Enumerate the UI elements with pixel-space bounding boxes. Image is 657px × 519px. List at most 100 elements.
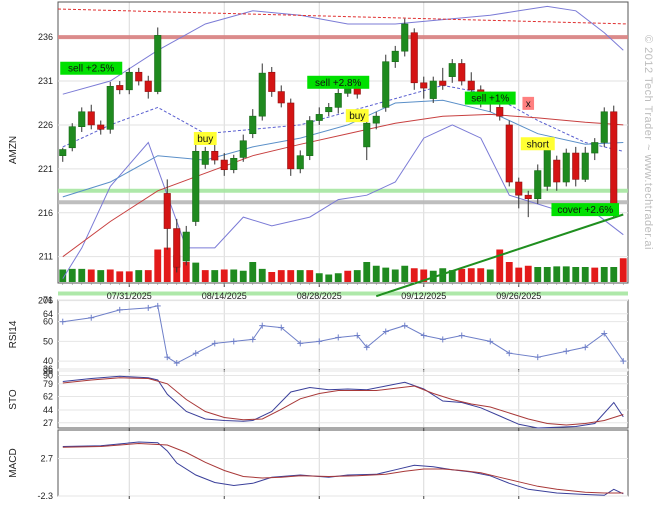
volume-bar [268,272,276,282]
volume-bar [344,270,352,282]
candle-body [448,63,456,77]
y-tick-label: 216 [38,208,53,218]
signal-label-bg [522,96,535,110]
candle-body [306,120,314,156]
volume-bar [220,269,228,282]
volume-bar [353,270,361,282]
signal-label: buy [349,111,365,122]
candle-body [363,122,371,148]
volume-bar [201,270,209,282]
signal-label: sell +2.5% [68,64,115,75]
volume-bar [277,270,285,282]
volume-bar [486,269,494,282]
candle-body [125,71,133,91]
volume-bar [572,267,580,282]
panel-frame [57,429,629,497]
candle-body [220,159,228,171]
candle-body [144,80,152,92]
candle-body [439,80,447,86]
y-tick-label: 96 [43,366,53,376]
candle-body [600,111,608,143]
trend-line [375,213,624,298]
y-tick-label: -2.3 [37,491,53,501]
indicator-series-line [62,305,624,364]
volume-bar [515,267,523,282]
x-tick-label: 09/12/2025 [401,291,446,301]
candle-body [277,91,285,104]
candle-body [116,85,124,91]
signal-label: x [526,99,531,110]
volume-bar [315,273,323,282]
y-axis-label: STO [8,389,19,410]
indicator-series-line [62,442,624,494]
candle-body [401,23,409,52]
candle-body [173,228,181,268]
resistance-line [57,8,629,25]
signal-label-bg [464,91,516,105]
y-tick-label: 231 [38,76,53,86]
candle-body [515,181,523,196]
volume-bar [467,268,475,282]
panel-frame [57,370,629,429]
volume-bar [239,270,247,282]
candle-body [258,72,266,117]
volume-bar [135,270,143,282]
indicator-series-line [62,377,624,426]
volume-bar [420,269,428,282]
volume-bar [106,269,114,282]
candle-body [59,149,67,156]
watermark-text: © 2012 Tech Trader ~ www.techtrader.ai [642,35,654,250]
candle-body [268,71,276,92]
volume-bar [249,262,257,282]
x-tick-label: 08/28/2025 [297,291,342,301]
candle-body [192,150,200,222]
y-tick-label: 221 [38,164,53,174]
candle-body [372,115,380,124]
signal-label-bg [551,203,620,217]
candle-body [382,61,390,108]
x-tick-label: 07/31/2025 [107,291,152,301]
signal-label: sell +2.8% [315,78,362,89]
signal-label: sell +1% [471,94,509,105]
volume-bar [534,267,542,282]
signal-label: buy [197,134,213,145]
signal-label-bg [345,109,369,123]
candle-body [287,102,295,170]
candle-body [249,115,257,135]
candle-body [211,150,219,161]
signal-label: cover +2.6% [557,205,613,216]
x-tick-label: 08/14/2025 [202,291,247,301]
y-axis-label: RSI14 [8,320,19,348]
candle-body [97,124,105,130]
candle-body [543,146,551,187]
volume-bar [211,270,219,282]
candle-body [581,152,589,180]
volume-bar [306,270,314,282]
volume-bar [524,265,532,282]
volume-bar [382,267,390,282]
candle-body [154,35,162,92]
volume-bar [334,273,342,282]
volume-bar [230,269,238,282]
volume-bar [410,268,418,282]
volume-bar [543,267,551,282]
candle-body [68,126,76,149]
volume-bar [258,268,266,282]
candle-body [106,86,114,130]
candle-body [78,111,86,127]
candle-body [296,155,304,170]
volume-bar [325,274,333,282]
y-tick-label: 2.7 [40,454,53,464]
volume-bar [619,258,627,282]
volume-bar [154,249,162,282]
volume-bar [192,262,200,282]
volume-bar [448,270,456,282]
candle-body [467,80,475,91]
y-tick-label: 90 [43,371,53,381]
candle-body [429,80,437,99]
volume-bar [553,266,561,282]
volume-bar [505,262,513,282]
volume-bar [600,267,608,282]
candle-body [572,152,580,180]
